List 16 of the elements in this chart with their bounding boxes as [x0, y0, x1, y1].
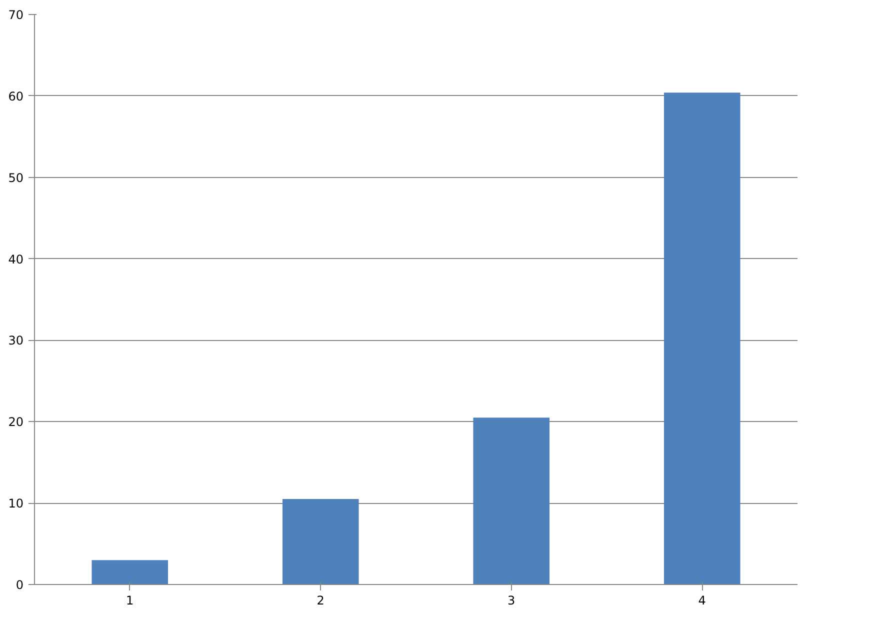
- bar: [664, 92, 740, 584]
- y-tick-label: 70: [8, 8, 24, 22]
- y-tick-label: 60: [8, 89, 24, 104]
- x-tick-label: 3: [508, 594, 516, 608]
- y-tick-label: 40: [8, 252, 24, 266]
- bar: [92, 560, 168, 584]
- x-tick-label: 1: [126, 594, 134, 608]
- y-tick-label: 50: [8, 170, 24, 185]
- y-tick-label: 10: [8, 496, 24, 511]
- bar: [473, 418, 550, 584]
- x-tick-label: 2: [316, 594, 324, 608]
- y-tick-label: 0: [16, 578, 24, 592]
- y-tick-label: 20: [8, 415, 24, 430]
- x-tick-label: 4: [698, 594, 706, 608]
- bar: [282, 499, 359, 584]
- y-tick-label: 30: [8, 334, 24, 348]
